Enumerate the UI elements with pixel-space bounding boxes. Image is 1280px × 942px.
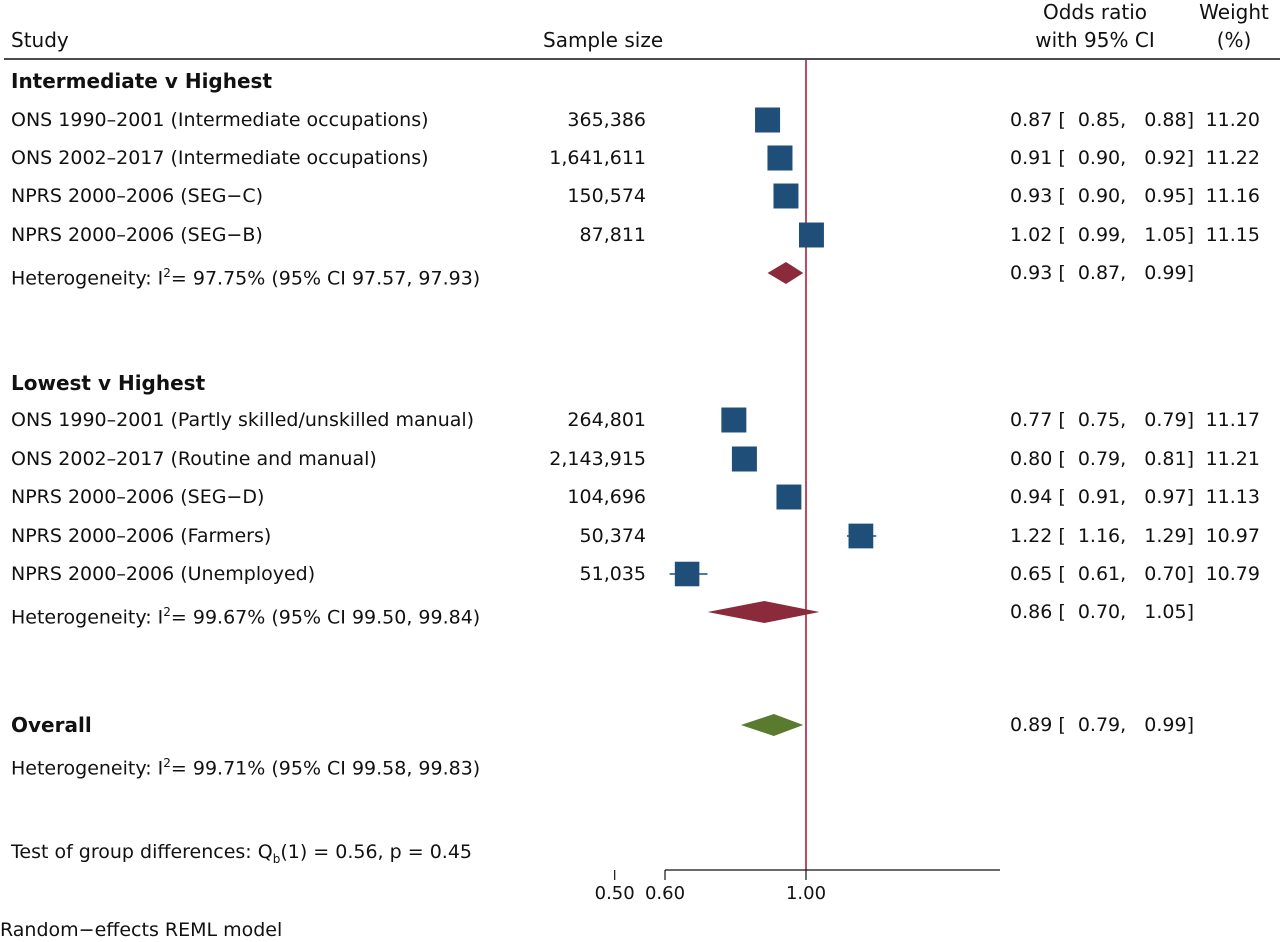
heterogeneity-label: Heterogeneity: I2= 99.67% (95% CI 99.50,…: [11, 605, 481, 629]
header-sample-size: Sample size: [543, 28, 664, 52]
study-label: NPRS 2000–2006 (SEG−C): [11, 185, 264, 207]
header-odds-ratio-ci: with 95% CI: [1035, 28, 1155, 52]
overall-heterogeneity-label: Heterogeneity: I2= 99.71% (95% CI 99.58,…: [11, 756, 481, 780]
weight-value: 11.22: [1205, 147, 1260, 169]
study-label: ONS 2002–2017 (Routine and manual): [11, 448, 377, 470]
sample-size: 50,374: [579, 525, 646, 547]
odds-ratio-text: 0.65 [ 0.61, 0.70]: [1010, 563, 1195, 585]
weight-value: 11.13: [1205, 486, 1260, 508]
study-marker: [767, 145, 793, 171]
sample-size: 150,574: [567, 185, 646, 207]
study-marker: [773, 183, 799, 209]
study-label: NPRS 2000–2006 (SEG−D): [11, 486, 265, 508]
header-weight: Weight: [1199, 0, 1269, 24]
header-weight-unit: (%): [1216, 28, 1252, 52]
weight-value: 11.20: [1205, 109, 1260, 131]
odds-ratio-text: 0.77 [ 0.75, 0.79]: [1010, 409, 1195, 431]
header-odds-ratio: Odds ratio: [1042, 0, 1148, 24]
odds-ratio-text: 1.02 [ 0.99, 1.05]: [1010, 224, 1195, 246]
study-label: ONS 1990–2001 (Intermediate occupations): [11, 109, 429, 131]
sample-size: 51,035: [579, 563, 646, 585]
study-marker: [731, 446, 757, 472]
study-label: ONS 1990–2001 (Partly skilled/unskilled …: [11, 409, 475, 431]
overall-title: Overall: [11, 713, 92, 737]
study-label: NPRS 2000–2006 (Farmers): [11, 525, 272, 547]
heterogeneity-label: Heterogeneity: I2= 97.75% (95% CI 97.57,…: [11, 266, 481, 290]
group-differences-test: Test of group differences: Qb(1) = 0.56,…: [11, 841, 473, 866]
weight-value: 11.15: [1205, 224, 1260, 246]
study-label: ONS 2002–2017 (Intermediate occupations): [11, 147, 429, 169]
study-marker: [755, 107, 781, 133]
subgroup-pooled-diamond: [707, 601, 820, 623]
odds-ratio-text: 0.91 [ 0.90, 0.92]: [1010, 147, 1195, 169]
weight-value: 11.17: [1205, 409, 1260, 431]
header-study: Study: [11, 28, 69, 52]
x-tick-label: 1.00: [786, 883, 826, 904]
model-note: Random−effects REML model: [0, 919, 283, 941]
sample-size: 365,386: [567, 109, 646, 131]
overall-pooled-diamond: [740, 714, 804, 736]
group-title-intermediate: Intermediate v Highest: [11, 69, 273, 93]
study-marker: [721, 407, 747, 433]
odds-ratio-text: 0.87 [ 0.85, 0.88]: [1010, 109, 1195, 131]
pooled-odds-ratio-text: 0.93 [ 0.87, 0.99]: [1010, 262, 1195, 284]
weight-value: 11.21: [1205, 448, 1260, 470]
x-tick-label: 0.60: [645, 883, 685, 904]
sample-size: 87,811: [579, 224, 646, 246]
odds-ratio-text: 0.80 [ 0.79, 0.81]: [1010, 448, 1195, 470]
study-marker: [674, 561, 700, 587]
pooled-odds-ratio-text: 0.86 [ 0.70, 1.05]: [1010, 601, 1195, 623]
overall-odds-ratio-text: 0.89 [ 0.79, 0.99]: [1010, 714, 1195, 736]
sample-size: 2,143,915: [549, 448, 646, 470]
weight-value: 11.16: [1205, 185, 1260, 207]
odds-ratio-text: 0.93 [ 0.90, 0.95]: [1010, 185, 1195, 207]
weight-value: 10.97: [1205, 525, 1260, 547]
study-label: NPRS 2000–2006 (SEG−B): [11, 224, 263, 246]
odds-ratio-text: 1.22 [ 1.16, 1.29]: [1010, 525, 1195, 547]
study-label: NPRS 2000–2006 (Unemployed): [11, 563, 316, 585]
sample-size: 104,696: [567, 486, 646, 508]
study-marker: [848, 523, 874, 549]
sample-size: 264,801: [567, 409, 646, 431]
sample-size: 1,641,611: [549, 147, 646, 169]
group-title-lowest: Lowest v Highest: [11, 371, 206, 395]
x-tick-label: 0.50: [595, 883, 635, 904]
subgroup-pooled-diamond: [767, 262, 804, 284]
study-marker: [776, 484, 802, 510]
odds-ratio-text: 0.94 [ 0.91, 0.97]: [1010, 486, 1195, 508]
weight-value: 10.79: [1205, 563, 1260, 585]
study-marker: [798, 222, 824, 248]
